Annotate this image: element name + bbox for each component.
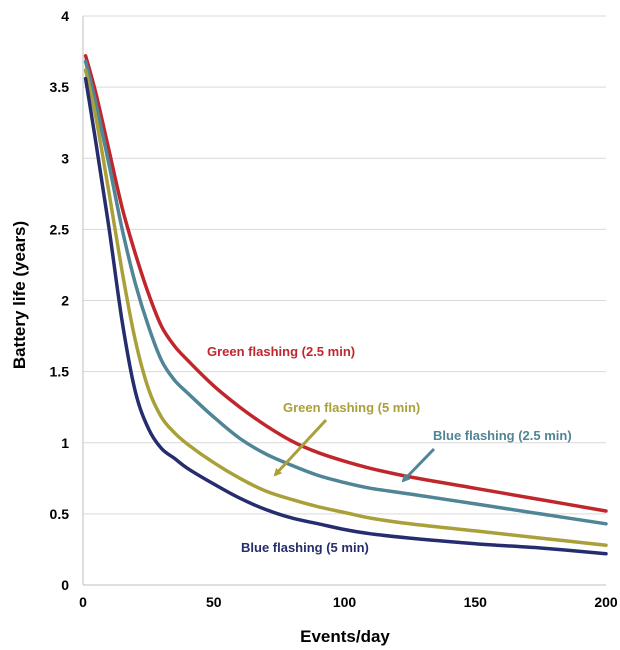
series-line-blue5	[83, 76, 608, 556]
series-line-blue25	[83, 59, 608, 526]
x-tick-labels: 0 50 100 150 200	[79, 594, 618, 610]
x-tick-label-1: 50	[206, 594, 222, 610]
y-tick-label-3: 1.5	[50, 364, 70, 380]
series-lines	[83, 54, 608, 556]
y-tick-label-4: 2	[61, 293, 69, 309]
annotation-blue-5-min: Blue flashing (5 min)	[241, 540, 369, 555]
x-tick-label-2: 100	[333, 594, 357, 610]
y-tick-label-1: 0.5	[50, 506, 70, 522]
y-tick-label-2: 1	[61, 435, 69, 451]
y-tick-label-8: 4	[61, 8, 69, 24]
annotation-green-2-5-min: Green flashing (2.5 min)	[207, 344, 355, 359]
y-tick-label-0: 0	[61, 577, 69, 593]
annotation-green-5-min: Green flashing (5 min)	[283, 400, 420, 415]
y-tick-label-7: 3.5	[50, 79, 70, 95]
annotation-blue-2-5-min: Blue flashing (2.5 min)	[433, 428, 572, 443]
y-tick-label-6: 3	[61, 150, 69, 166]
x-axis-title: Events/day	[300, 627, 390, 646]
x-tick-label-4: 200	[594, 594, 618, 610]
y-tick-label-5: 2.5	[50, 221, 70, 237]
y-tick-labels: 0 0.5 1 1.5 2 2.5 3 3.5 4	[50, 8, 70, 593]
green-5min-arrow	[273, 418, 328, 477]
blue-25min-arrow	[401, 447, 436, 483]
x-tick-label-0: 0	[79, 594, 87, 610]
axes	[82, 16, 606, 586]
y-axis-title: Battery life (years)	[10, 221, 29, 369]
series-line-green5	[83, 68, 608, 547]
x-tick-label-3: 150	[464, 594, 488, 610]
